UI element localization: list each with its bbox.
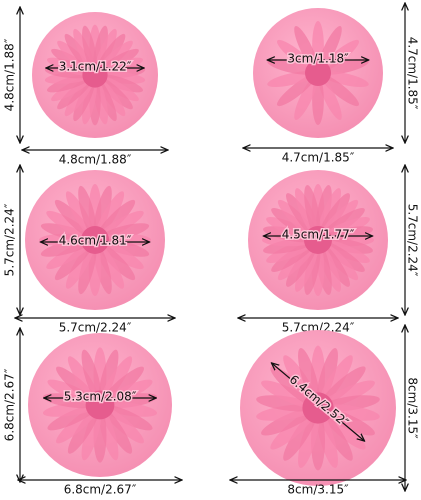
width-label: 6.8cm/2.67″	[64, 483, 137, 497]
petal	[267, 71, 316, 87]
width-label: 5.7cm/2.24″	[59, 321, 132, 335]
inner-measure: 4.6cm/1.81″	[40, 232, 149, 249]
inner-measure: 3cm/1.18″	[267, 50, 368, 67]
width-label: 5.7cm/2.24″	[282, 321, 355, 335]
height-label: 4.8cm/1.88″	[3, 38, 17, 111]
petal	[98, 349, 119, 403]
inner-measure: 4.5cm/1.77″	[263, 226, 372, 243]
width-label: 4.7cm/1.85″	[282, 151, 355, 165]
height-label: 5.7cm/2.24″	[406, 204, 420, 277]
flower-center	[305, 60, 331, 86]
inner-label: 4.5cm/1.77″	[282, 228, 355, 242]
petal	[294, 75, 319, 120]
petal	[320, 71, 369, 87]
petal	[82, 25, 97, 73]
inner-measure: 5.3cm/2.08″	[44, 388, 156, 405]
inner-label: 4.6cm/1.81″	[59, 234, 132, 248]
mold	[253, 8, 383, 138]
petal	[277, 39, 317, 73]
mold	[28, 333, 172, 477]
height-label: 5.7cm/2.24″	[3, 203, 17, 276]
petal	[81, 407, 102, 461]
petal	[319, 39, 359, 73]
mold	[32, 12, 158, 138]
inner-label: 3cm/1.18″	[287, 52, 349, 66]
petal	[81, 349, 102, 403]
width-label: 8cm/3.15″	[287, 483, 349, 497]
height-label: 4.7cm/1.85″	[406, 37, 420, 110]
height-label: 6.8cm/2.67″	[3, 368, 17, 441]
inner-label: 3.1cm/1.22″	[59, 60, 132, 74]
petal	[277, 73, 317, 107]
inner-arrow	[271, 363, 364, 441]
height-label: 8cm/3.15″	[406, 377, 420, 439]
width-label: 4.8cm/1.88″	[59, 153, 132, 167]
petal	[319, 73, 359, 107]
inner-measure: 3.1cm/1.22″	[46, 58, 144, 75]
inner-label: 5.3cm/2.08″	[64, 390, 137, 404]
petal	[304, 185, 321, 238]
petal	[317, 75, 342, 120]
petal	[78, 185, 97, 238]
